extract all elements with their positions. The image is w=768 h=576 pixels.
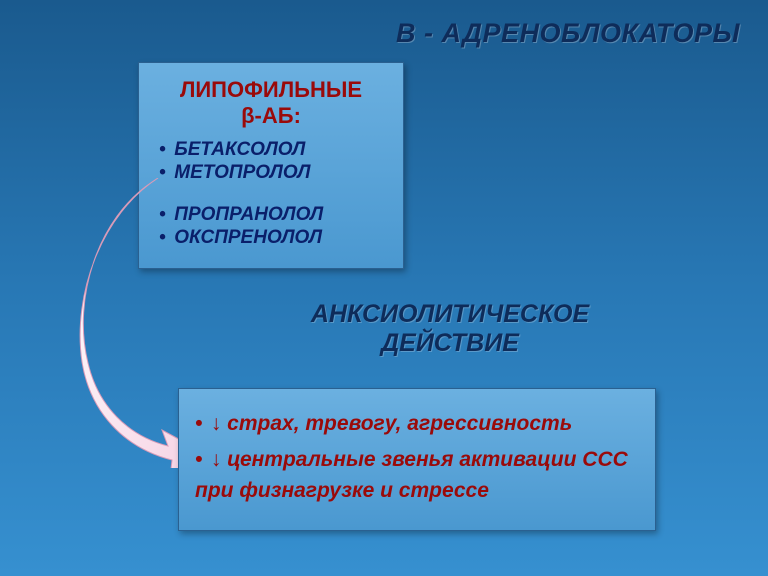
drug-list: • БЕТАКСОЛОЛ • МЕТОПРОЛОЛ • ПРОПРАНОЛОЛ … xyxy=(149,139,393,249)
lipophilic-box: ЛИПОФИЛЬНЫЕ β-АБ: • БЕТАКСОЛОЛ • МЕТОПРО… xyxy=(138,62,404,269)
effect-item: • ↓ страх, тревогу, агрессивность xyxy=(195,409,639,439)
subtitle-line1: АНКСИОЛИТИЧЕСКОЕ xyxy=(311,300,589,328)
anxiolytic-subtitle: АНКСИОЛИТИЧЕСКОЕ ДЕЙСТВИЕ xyxy=(270,300,630,358)
heading-line1: ЛИПОФИЛЬНЫЕ xyxy=(180,77,362,102)
drug-item: • ОКСПРЕНОЛОЛ xyxy=(159,227,393,249)
drug-item: • ПРОПРАНОЛОЛ xyxy=(159,204,393,226)
effect-item: • ↓ центральные звенья активации ССС при… xyxy=(195,445,639,506)
lipophilic-heading: ЛИПОФИЛЬНЫЕ β-АБ: xyxy=(149,77,393,129)
heading-line2: β-АБ: xyxy=(241,103,301,128)
subtitle-line2: ДЕЙСТВИЕ xyxy=(381,329,519,357)
page-title: В - АДРЕНОБЛОКАТОРЫ xyxy=(396,18,740,49)
effects-box: • ↓ страх, тревогу, агрессивность • ↓ це… xyxy=(178,388,656,531)
drug-item: • БЕТАКСОЛОЛ xyxy=(159,139,393,161)
drug-item: • МЕТОПРОЛОЛ xyxy=(159,162,393,184)
